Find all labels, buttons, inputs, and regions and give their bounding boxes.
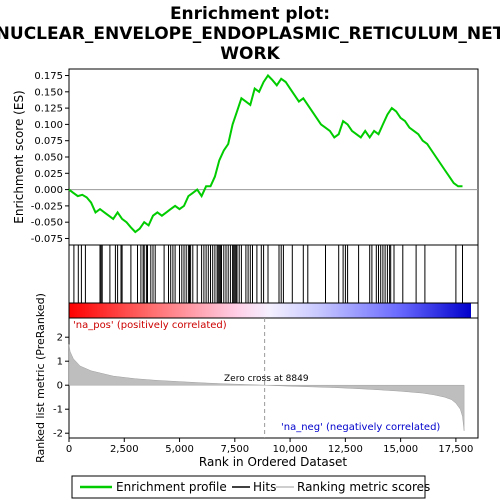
hits-panel-frame [68,244,479,304]
es-ytick-label: 0.000 [34,185,63,196]
es-panel-frame [68,68,479,246]
rank-color-bar [69,303,471,318]
ranking-metric-area [68,344,465,431]
neg-correlated-label: 'na_neg' (negatively correlated) [281,422,440,433]
x-tick-label: 12,500 [328,444,363,455]
metric-ytick-label: 2 [57,333,63,344]
metric-ytick-label: 0 [57,381,63,392]
x-tick-label: 0 [66,444,72,455]
es-ytick-label: -0.025 [31,201,63,212]
es-ytick-label: 0.125 [34,104,63,115]
es-ytick-label: 0.175 [34,71,63,82]
x-tick-label: 5,000 [165,444,194,455]
chart-title-line2: NUCLEAR_ENVELOPE_ENDOPLASMIC_RETICULUM_N… [0,24,500,44]
x-tick-label: 7,500 [220,444,249,455]
metric-ytick-label: -2 [53,429,63,440]
es-profile-line [68,73,463,234]
metric-panel-frame [68,317,479,439]
es-ytick-label: 0.025 [34,169,63,180]
hits-marks [73,245,463,303]
legend: Enrichment profile Hits Ranking metric s… [71,475,430,499]
legend-hits-label: Hits [253,480,276,494]
pos-correlated-label: 'na_pos' (positively correlated) [73,320,227,331]
chart-title-line3: WORK [220,44,280,64]
es-ytick-label: -0.075 [31,234,63,245]
es-ytick-label: 0.100 [34,120,63,131]
x-tick-label: 10,000 [273,444,308,455]
x-axis-label: Rank in Ordered Dataset [199,455,347,469]
x-tick-label: 15,000 [383,444,418,455]
es-ytick-label: 0.075 [34,136,63,147]
zero-cross-label: Zero cross at 8849 [224,374,309,384]
x-axis-ticks: 0 2,500 5,000 7,500 10,000 12,500 15,000 17,500 [66,438,473,455]
es-ylabel: Enrichment score (ES) [12,90,26,223]
x-tick-label: 2,500 [110,444,139,455]
metric-ytick-label: -1 [53,405,63,416]
legend-metric-label: Ranking metric scores [297,480,430,494]
es-y-ticks: -0.075 -0.050 -0.025 0.000 0.025 0.050 0.075 0.… [31,71,69,245]
metric-y-ticks: -2 -1 0 1 2 [53,333,69,440]
metric-ylabel: Ranked list metric (PreRanked) [34,293,47,463]
es-ytick-label: 0.150 [34,87,63,98]
metric-ytick-label: 1 [57,357,63,368]
es-ytick-label: 0.050 [34,153,63,164]
chart-title-line1: Enrichment plot: [170,4,330,24]
legend-es-label: Enrichment profile [116,480,227,494]
es-ytick-label: -0.050 [31,218,63,229]
x-tick-label: 17,500 [438,444,473,455]
